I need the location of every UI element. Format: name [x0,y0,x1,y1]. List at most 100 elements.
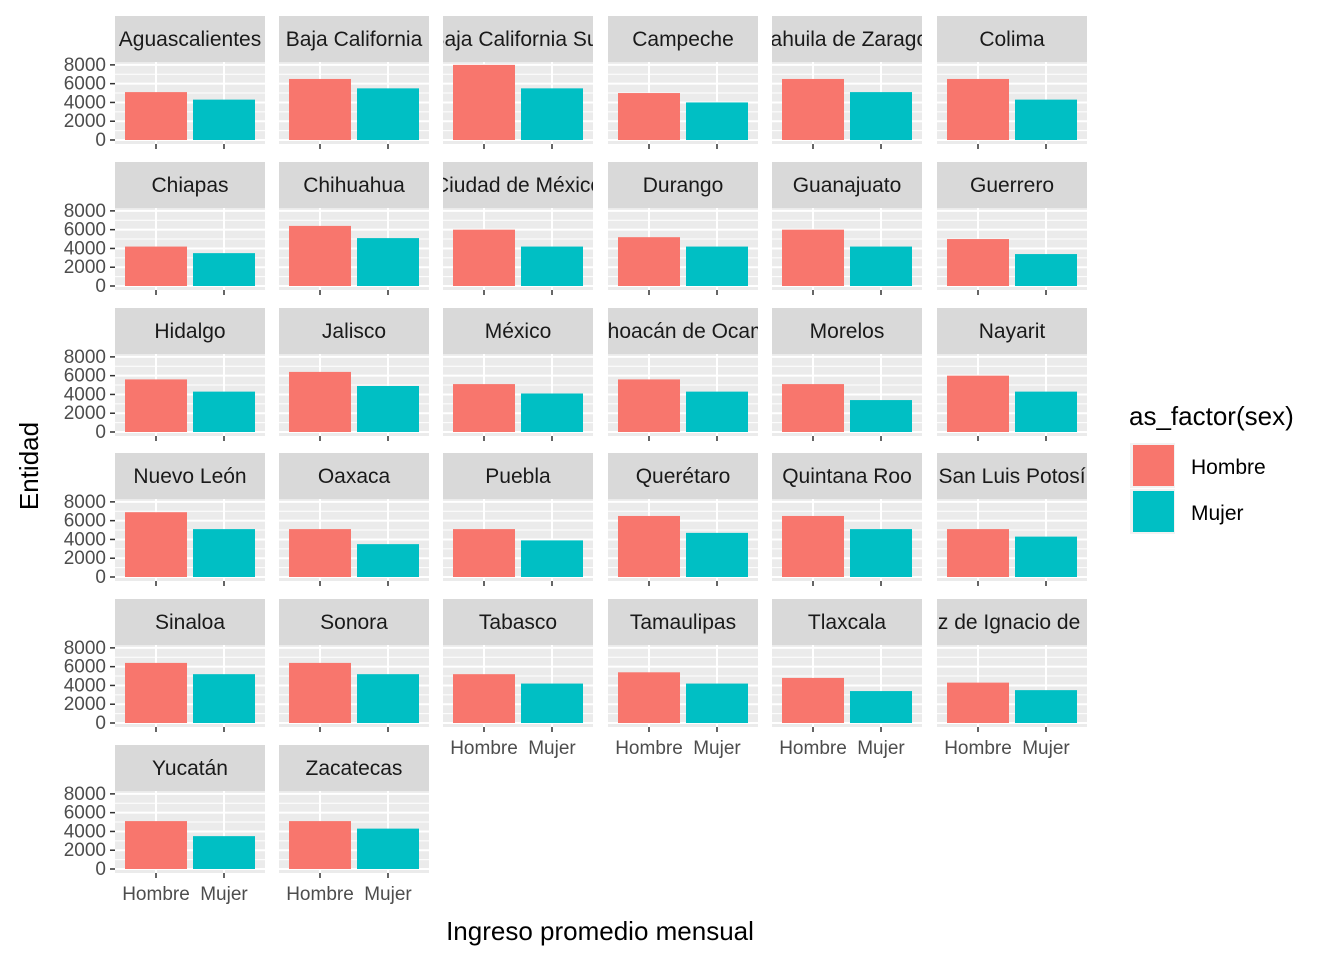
bar-sonora-hombre [289,662,351,723]
y-tick-label: 2000 [64,840,106,861]
bar-tlaxcala-mujer [850,691,912,723]
bar-ciudad-de-mexico-mujer [521,246,583,286]
strip-label: Durango [643,174,724,197]
strip-puebla [443,453,593,499]
strip-zacatecas [279,745,429,791]
strip-sonora [279,599,429,645]
y-tick-label: 8000 [64,201,106,222]
bar-campeche-hombre [618,93,680,140]
bar-zacatecas-mujer [357,828,419,869]
bar-durango-mujer [686,246,748,286]
bar-oaxaca-mujer [357,544,419,577]
bar-nuevo-leon-hombre [125,512,187,577]
panel-zacatecas: Zacatecas Hombre Mujer [279,745,429,905]
strip-colima [937,16,1087,62]
strip-label: Yucatán [152,757,228,780]
x-tick-label: Hombre [615,738,683,759]
x-tick-label: Mujer [364,884,412,905]
strip-san-luis-potosi [937,453,1087,499]
bar-tamaulipas-hombre [618,672,680,723]
strip-chihuahua [279,162,429,208]
strip-label: San Luis Potosí [938,465,1085,488]
bar-ciudad-de-mexico-hombre [453,229,515,286]
bar-san-luis-potosi-mujer [1015,536,1077,577]
bar-tabasco-hombre [453,674,515,723]
x-tick-label: Mujer [528,738,576,759]
bar-guerrero-mujer [1015,254,1077,286]
bar-san-luis-potosi-hombre [947,529,1009,577]
y-tick-label: 2000 [64,111,106,132]
panel-jalisco: Jalisco [279,308,429,441]
strip-label: Querétaro [636,465,731,488]
bar-durango-hombre [618,237,680,286]
strip-nuevo-leon [115,453,265,499]
bar-queretaro-hombre [618,515,680,577]
y-tick-label: 2000 [64,403,106,424]
strip-yucatan [115,745,265,791]
strip-label: Nuevo León [133,465,246,488]
panel-colima: Colima [937,16,1087,149]
bar-morelos-hombre [782,384,844,432]
panel-guanajuato: Guanajuato [772,162,922,295]
bar-sinaloa-mujer [193,674,255,723]
y-tick-label: 6000 [64,220,106,241]
panel-tlaxcala: Tlaxcala Hombre Mujer [772,599,922,759]
y-tick-label: 4000 [64,529,106,550]
strip-label: Baja California [286,28,423,51]
strip-baja-california-sur [443,16,593,62]
strip-label: Coahuila de Zaragoza [744,28,951,51]
bar-guanajuato-mujer [850,246,912,286]
x-axis-title: Ingreso promedio mensual [446,916,754,946]
strip-oaxaca [279,453,429,499]
legend-swatch-hombre [1133,445,1174,486]
y-tick-label: 2000 [64,257,106,278]
bar-baja-california-hombre [289,78,351,140]
panel-chihuahua: Chihuahua [279,162,429,295]
legend-swatch-mujer [1133,491,1174,532]
panel-veracruz-de-ignacio-de-la-llave: Veracruz de Ignacio de la Llave Hombre Muj… [937,599,1087,759]
strip-michoacan-de-ocampo [608,308,758,354]
y-tick-label: 4000 [64,92,106,113]
bar-guerrero-hombre [947,239,1009,286]
panel-michoacan-de-ocampo: Michoacán de Ocampo [608,308,758,441]
x-tick-label: Hombre [944,738,1012,759]
legend-label-mujer: Mujer [1191,502,1244,525]
strip-label: Chihuahua [303,174,405,197]
x-tick-label: Hombre [286,884,354,905]
bar-morelos-mujer [850,400,912,432]
bar-campeche-mujer [686,102,748,140]
panel-puebla: Puebla [443,453,593,586]
bar-oaxaca-hombre [289,529,351,577]
bar-tamaulipas-mujer [686,683,748,723]
panel-nayarit: Nayarit [937,308,1087,441]
bar-tabasco-mujer [521,683,583,723]
strip-tabasco [443,599,593,645]
strip-morelos [772,308,922,354]
strip-quintana-roo [772,453,922,499]
strip-label: Campeche [632,28,734,51]
strip-tlaxcala [772,599,922,645]
panel-quintana-roo: Quintana Roo [772,453,922,586]
strip-label: Ciudad de México [434,174,602,197]
y-tick-label: 8000 [64,55,106,76]
bar-chihuahua-mujer [357,238,419,286]
strip-label: Oaxaca [318,465,391,488]
strip-durango [608,162,758,208]
strip-veracruz-de-ignacio-de-la-llave [937,599,1087,645]
bar-nuevo-leon-mujer [193,529,255,577]
panel-sonora: Sonora [279,599,429,732]
strip-guerrero [937,162,1087,208]
panel-san-luis-potosi: San Luis Potosí [937,453,1087,586]
strip-chiapas [115,162,265,208]
y-tick-label: 8000 [64,784,106,805]
bar-quintana-roo-mujer [850,529,912,577]
x-tick-label: Mujer [857,738,905,759]
bar-mexico-mujer [521,393,583,432]
strip-label: Tabasco [479,611,557,634]
x-tick-label: Mujer [200,884,248,905]
x-tick-label: Hombre [122,884,190,905]
strip-nayarit [937,308,1087,354]
